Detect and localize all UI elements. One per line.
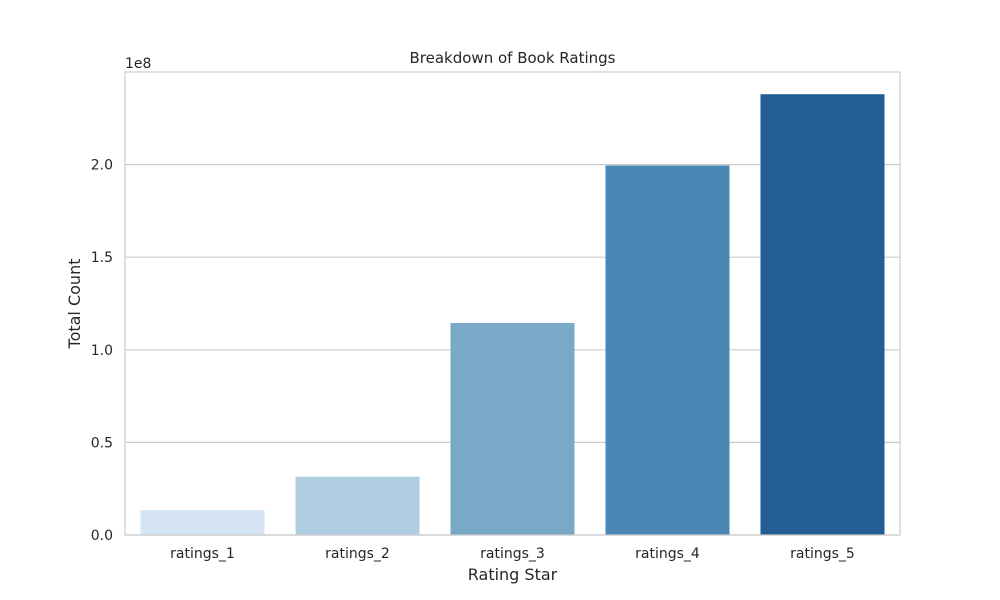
bar-ratings_1: [140, 509, 265, 535]
y-tick-label: 2.0: [91, 158, 113, 174]
x-ticks: ratings_1 ratings_2 ratings_3 ratings_4 rati…: [170, 546, 855, 562]
y-tick-label: 0.5: [91, 435, 113, 451]
bars: [140, 94, 885, 535]
x-tick-label: ratings_5: [790, 546, 855, 562]
chart-title: Breakdown of Book Ratings: [410, 49, 616, 67]
bar-ratings_3: [450, 322, 575, 535]
bar-ratings_2: [295, 476, 420, 535]
y-tick-label: 1.5: [91, 250, 113, 266]
x-tick-label: ratings_1: [170, 546, 235, 562]
y-ticks: 0.0 0.5 1.0 1.5 2.0: [91, 158, 113, 544]
bar-ratings_4: [605, 165, 730, 535]
y-tick-label: 0.0: [91, 528, 113, 544]
x-tick-label: ratings_3: [480, 546, 545, 562]
y-tick-label: 1.0: [91, 343, 113, 359]
x-axis-label: Rating Star: [468, 565, 558, 584]
plot-frame: [124, 71, 901, 536]
x-tick-label: ratings_4: [635, 546, 700, 562]
y-offset-label: 1e8: [125, 56, 151, 72]
x-tick-label: ratings_2: [325, 546, 390, 562]
bar-ratings_5: [760, 94, 885, 535]
y-axis-label: Total Count: [65, 259, 84, 350]
